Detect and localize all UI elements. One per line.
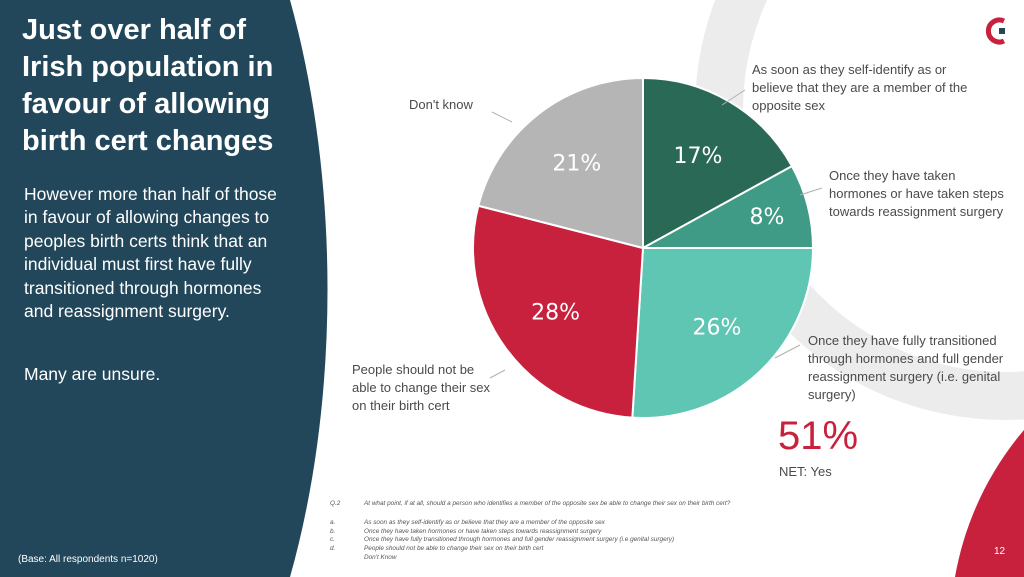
- brand-logo-icon: [985, 17, 1006, 45]
- question-number: Q.2: [330, 500, 341, 507]
- question-option: a. As soon as they self-identify as or be…: [330, 519, 605, 526]
- corner-red-shape: [955, 430, 1024, 577]
- net-yes-value: 51%: [778, 414, 859, 458]
- question-option: c. Once they have fully transitioned thro…: [330, 536, 675, 544]
- base-note: (Base: All respondents n=1020): [18, 554, 158, 565]
- body-text: However more than half of those in favou…: [24, 184, 277, 322]
- headline: Just over half of Irish population in fa…: [22, 14, 274, 157]
- question-body: At what point, if at all, should a perso…: [364, 500, 731, 507]
- net-yes-label: NET: Yes: [779, 464, 832, 479]
- pie-slice-c: [631, 247, 815, 419]
- slice-label-a: As soon as they self-identify as or beli…: [752, 62, 968, 113]
- pie-slice-dont-know-value-label: 21%: [552, 152, 601, 177]
- pie-slice-b-value-label: 8%: [750, 205, 785, 230]
- pie-slice-d: [472, 204, 645, 419]
- slice-label-dont-know: Don't know: [409, 97, 473, 112]
- slice-label-c: Once they have fully transitioned throug…: [808, 333, 1004, 402]
- question-option: d. People should not be able to change th…: [330, 545, 544, 553]
- question-option: b. Once they have taken hormones or have …: [330, 527, 602, 535]
- pie-slice-d-value-label: 28%: [531, 300, 580, 325]
- question-option: Don't Know: [364, 553, 397, 561]
- left-panel: Just over half of Irish population in fa…: [0, 0, 300, 577]
- slice-label-b: Once they have taken hormones or have ta…: [829, 168, 1004, 219]
- pie-chart: 17% 8% 26% 28% 21%: [472, 76, 815, 419]
- pie-slice-c-value-label: 26%: [692, 316, 741, 341]
- background-arc-inner: [743, 0, 1024, 372]
- page-number: 12: [994, 546, 1006, 557]
- pie-slice-dont-know: [477, 76, 644, 250]
- question-options: a. As soon as they self-identify as or be…: [330, 519, 970, 562]
- body-text-secondary: Many are unsure.: [24, 364, 161, 384]
- pie-slice-a-value-label: 17%: [674, 144, 723, 169]
- slice-label-d: People should not be able to change thei…: [352, 362, 491, 413]
- left-panel-shape: [0, 0, 328, 577]
